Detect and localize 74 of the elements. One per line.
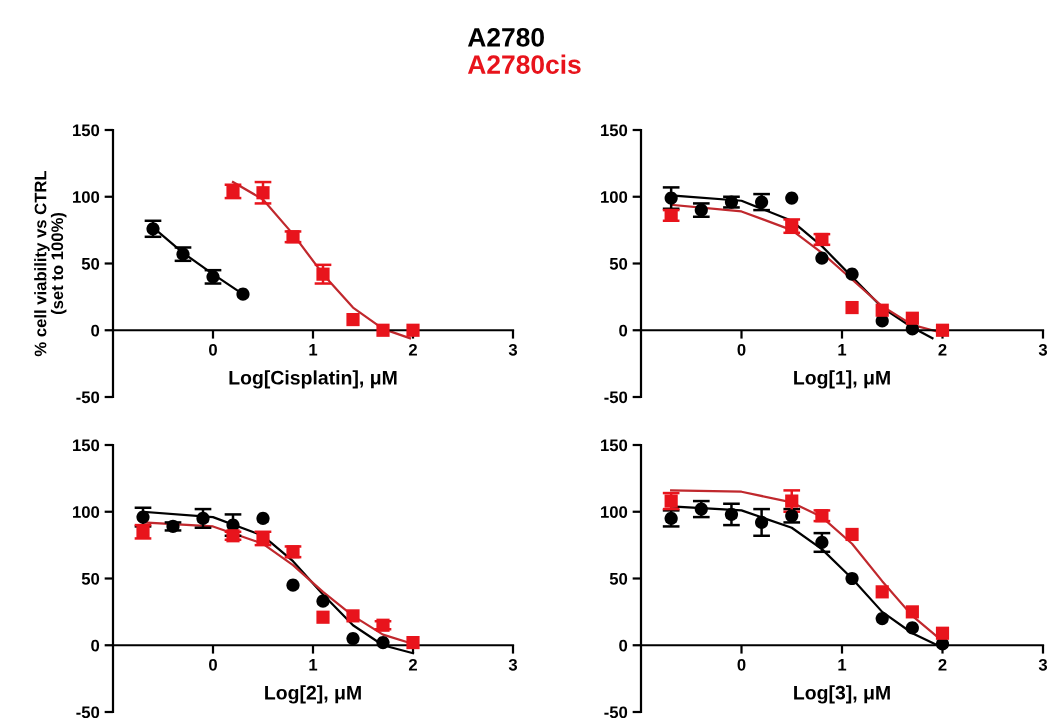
point bbox=[376, 323, 390, 337]
x-tick-label: 3 bbox=[508, 658, 518, 671]
text: A2780cis bbox=[467, 54, 581, 74]
x-tick-label: 0 bbox=[737, 658, 746, 671]
x-tick-label: 2 bbox=[408, 658, 417, 671]
y-tick-label: 150 bbox=[73, 124, 100, 137]
point bbox=[406, 323, 420, 337]
y-tick-label: 100 bbox=[601, 191, 628, 203]
x-tick-label: 2 bbox=[938, 343, 947, 356]
point bbox=[316, 610, 330, 624]
point bbox=[905, 605, 919, 619]
x-tick-label: 0 bbox=[737, 343, 746, 356]
point bbox=[905, 311, 919, 325]
y-tick-label: -50 bbox=[604, 706, 628, 718]
x-tick-label: 1 bbox=[309, 659, 318, 671]
point bbox=[845, 527, 859, 542]
point bbox=[785, 494, 799, 508]
x-axis-title: Log[2], μM bbox=[265, 685, 361, 704]
y-tick-label: 50 bbox=[81, 257, 100, 270]
point bbox=[935, 626, 950, 640]
point bbox=[256, 511, 270, 526]
y-tick-label: 100 bbox=[73, 506, 100, 518]
x-tick-label: 1 bbox=[838, 344, 847, 356]
point bbox=[875, 611, 889, 626]
x-axis-title: Log[1], μM bbox=[794, 370, 890, 389]
x-tick-label: 3 bbox=[508, 343, 518, 356]
x-tick-label: 0 bbox=[209, 343, 217, 356]
x-tick-label: 2 bbox=[408, 343, 417, 356]
point bbox=[316, 594, 330, 608]
y-tick-label: 150 bbox=[73, 439, 100, 452]
point bbox=[256, 186, 270, 200]
y-tick-label: 150 bbox=[601, 439, 628, 452]
x-tick-label: 0 bbox=[209, 658, 217, 671]
y-tick-label: 100 bbox=[73, 191, 100, 203]
y-tick-label: 50 bbox=[81, 572, 100, 585]
y-tick-label: 0 bbox=[91, 639, 100, 652]
y-tick-label: 100 bbox=[601, 506, 628, 518]
point bbox=[935, 323, 950, 337]
x-tick-label: 1 bbox=[309, 344, 318, 356]
y-tick-label: 0 bbox=[619, 639, 628, 652]
y-tick-label: -50 bbox=[76, 706, 100, 718]
point bbox=[236, 287, 250, 301]
point bbox=[785, 191, 799, 205]
point bbox=[815, 251, 829, 265]
x-axis-title: Log[Cisplatin], μM bbox=[229, 370, 397, 389]
point bbox=[664, 191, 678, 205]
y-tick-label: 150 bbox=[601, 124, 628, 137]
x-tick-label: 3 bbox=[1038, 658, 1048, 671]
y-tick-label: 0 bbox=[91, 324, 100, 337]
x-axis-title: Log[3], μM bbox=[794, 685, 890, 704]
point bbox=[875, 303, 889, 317]
point bbox=[724, 507, 739, 522]
y-tick-label: -50 bbox=[76, 391, 100, 404]
point bbox=[406, 635, 420, 650]
x-tick-label: 3 bbox=[1038, 343, 1048, 356]
x-tick-label: 2 bbox=[938, 658, 947, 671]
y-tick-label: 50 bbox=[609, 257, 628, 270]
point bbox=[845, 300, 859, 315]
point bbox=[875, 585, 889, 599]
point bbox=[286, 578, 300, 592]
point bbox=[755, 515, 769, 530]
y-tick-label: 50 bbox=[609, 572, 628, 585]
point bbox=[376, 635, 390, 650]
point bbox=[346, 609, 360, 623]
text: A2780 bbox=[467, 28, 544, 47]
point bbox=[346, 631, 360, 646]
point bbox=[905, 621, 919, 635]
y-axis-title: % cell viability vs CTRL (set to 100%) bbox=[34, 170, 67, 357]
x-tick-label: 1 bbox=[838, 659, 847, 671]
point bbox=[845, 267, 859, 281]
point bbox=[845, 571, 859, 586]
y-tick-label: -50 bbox=[604, 391, 628, 404]
point bbox=[346, 312, 360, 327]
y-tick-label: 0 bbox=[619, 324, 628, 337]
